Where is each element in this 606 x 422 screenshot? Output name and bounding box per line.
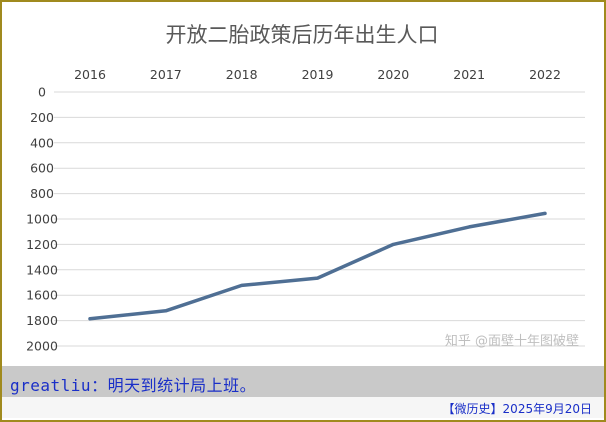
- x-tick-label: 2019: [302, 67, 334, 82]
- x-tick-label: 2016: [74, 67, 106, 82]
- x-tick-label: 2021: [453, 67, 485, 82]
- y-tick-label: 400: [30, 135, 54, 150]
- y-tick-label: 2000: [26, 339, 58, 354]
- chart-title: 开放二胎政策后历年出生人口: [166, 23, 439, 47]
- footer-date: 【微历史】2025年9月20日: [442, 402, 592, 416]
- x-tick-label: 2022: [529, 67, 561, 82]
- caption-text: greatliu：明天到统计局上班。: [10, 376, 257, 395]
- caption-bar: greatliu：明天到统计局上班。: [2, 366, 604, 397]
- y-tick-label: 600: [30, 161, 54, 176]
- series-line: [88, 211, 547, 321]
- footer-bar: 【微历史】2025年9月20日: [2, 397, 604, 418]
- x-tick-label: 2017: [150, 67, 182, 82]
- y-tick-label: 200: [30, 110, 54, 125]
- x-tick-label: 2018: [226, 67, 258, 82]
- x-tick-label: 2020: [377, 67, 409, 82]
- y-tick-label: 1200: [26, 237, 58, 252]
- watermark: 知乎 @面壁十年图破壁: [445, 333, 579, 349]
- y-tick-label: 1600: [26, 288, 58, 303]
- y-tick-label: 1400: [26, 262, 58, 277]
- line-chart: 开放二胎政策后历年出生人口 2016 2017 2018 2019 2020 2021 20…: [26, 23, 585, 354]
- y-tick-label: 1000: [26, 212, 58, 227]
- y-tick-label: 800: [30, 186, 54, 201]
- y-tick-label: 0: [38, 85, 46, 100]
- y-tick-label: 1800: [26, 313, 58, 328]
